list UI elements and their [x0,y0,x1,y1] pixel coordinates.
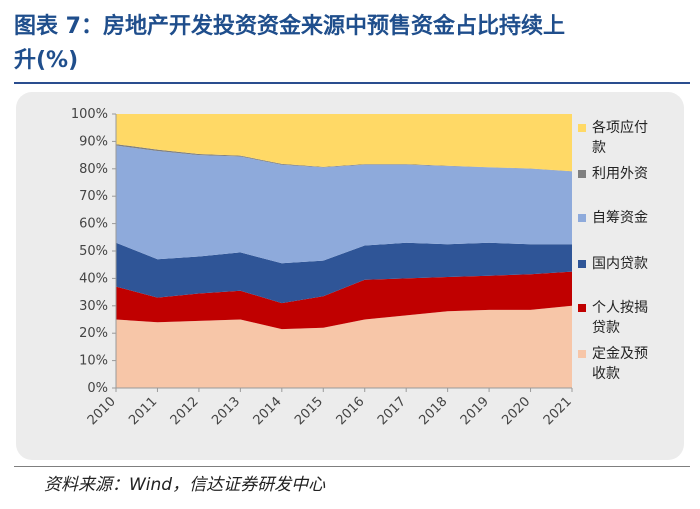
y-tick-label: 100% [71,107,108,122]
x-tick-label: 2015 [292,394,326,428]
x-tick-label: 2010 [85,394,119,428]
area-series-4 [116,144,572,172]
y-tick-label: 20% [79,326,108,341]
chart-title-line2: 升(%) [14,48,79,73]
x-tick-label: 2019 [458,394,492,428]
legend-swatch-0 [578,124,586,132]
legend-label: 国内贷款 [592,256,648,272]
y-tick-label: 0% [87,381,108,396]
legend-label: 个人按揭 [592,300,648,316]
area-series-2 [116,242,572,304]
legend-swatch-5 [578,350,586,358]
chart-title: 图表 7：房地产开发投资资金来源中预售资金占比持续上 升(%) [14,10,690,78]
x-tick-label: 2020 [499,394,533,428]
legend-label: 自筹资金 [592,209,648,226]
area-series-1 [116,271,572,330]
legend-label: 定金及预 [592,346,648,362]
x-tick-label: 2018 [416,394,450,428]
x-tick-label: 2014 [251,394,285,428]
legend-label: 各项应付 [592,119,648,136]
y-tick-label: 70% [79,189,108,204]
legend-label: 利用外资 [592,166,648,182]
legend-label: 收款 [592,366,620,382]
x-tick-label: 2011 [126,394,160,428]
legend-swatch-3 [578,260,586,268]
source-note: 资料来源：Wind，信达证券研发中心 [44,475,326,495]
source-divider [14,466,690,467]
x-tick-label: 2021 [541,394,575,428]
y-tick-label: 50% [79,244,108,259]
y-tick-label: 60% [79,217,108,232]
area-series-0 [116,305,572,388]
legend-swatch-1 [578,170,586,178]
legend-swatch-4 [578,304,586,312]
x-tick-label: 2016 [334,394,368,428]
legend-label: 贷款 [592,320,620,336]
legend-label: 款 [592,140,606,156]
y-tick-label: 80% [79,162,108,177]
stacked-area-chart: 0%10%20%30%40%50%60%70%80%90%100%2010 201… [71,107,648,428]
legend-swatch-2 [578,214,586,222]
x-tick-label: 2013 [209,394,243,428]
area-series-5 [116,114,572,172]
y-tick-label: 30% [79,299,108,314]
y-tick-label: 10% [79,354,108,369]
y-tick-label: 40% [79,271,108,286]
chart-panel: 0% 10% 20% 30% 40% 50% 60% 70% 80% 90% 100% 2010 201… [16,92,684,460]
title-divider [14,82,690,84]
x-tick-label: 2017 [375,394,409,428]
chart-title-line1: 图表 7：房地产开发投资资金来源中预售资金占比持续上 [14,14,565,39]
area-series-3 [116,145,572,264]
y-tick-label: 90% [79,134,108,149]
x-tick-label: 2012 [168,394,202,428]
